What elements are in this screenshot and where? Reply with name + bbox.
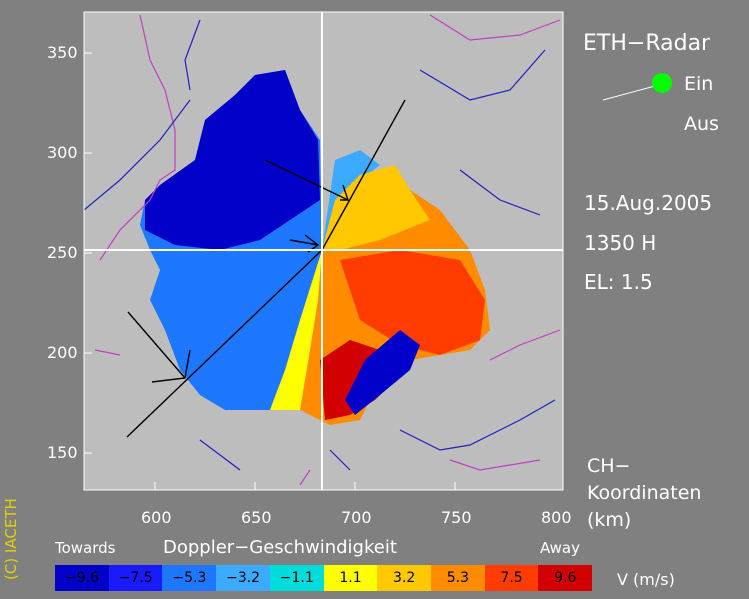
- legend-title: Doppler−Geschwindigkeit: [163, 537, 397, 558]
- toggle-off-label[interactable]: Aus: [684, 113, 719, 135]
- coords-label-line2: Koordinaten: [587, 482, 702, 504]
- copyright-label: (C) IACETH: [2, 498, 20, 580]
- x-tick-label: 800: [541, 508, 572, 527]
- legend-swatch: 7.5: [484, 565, 539, 591]
- legend-towards-label: Towards: [55, 539, 116, 557]
- y-tick-label: 250: [47, 243, 78, 262]
- toggle-on-indicator[interactable]: [652, 73, 672, 93]
- echo-region-yellow-south: [270, 250, 322, 410]
- elevation-label: EL: 1.5: [584, 270, 653, 294]
- river-lines: [84, 19, 556, 471]
- y-tick-label: 350: [47, 43, 78, 62]
- time-label: 1350 H: [584, 231, 657, 255]
- x-tick-label: 700: [341, 508, 372, 527]
- legend-swatch: −3.2: [216, 565, 271, 591]
- echo-region-red: [340, 250, 485, 355]
- y-tick-label: 150: [47, 443, 78, 462]
- legend-swatch: 1.1: [323, 565, 378, 591]
- coords-label-line3: (km): [587, 509, 632, 531]
- echo-region-yellow: [322, 165, 430, 250]
- legend-swatch: −7.5: [108, 565, 163, 591]
- echo-region-navy-spot: [345, 330, 420, 415]
- legend-swatch: −9.6: [55, 565, 109, 591]
- y-tick-label: 300: [47, 143, 78, 162]
- radar-title: ETH−Radar: [583, 31, 711, 56]
- legend-away-label: Away: [540, 539, 580, 557]
- country-border: [94, 14, 561, 486]
- x-tick-label: 750: [441, 508, 472, 527]
- toggle-indicator-line: [602, 85, 656, 101]
- legend-swatch: −1.1: [269, 565, 324, 591]
- x-tick-label: 600: [141, 508, 172, 527]
- coords-label-line1: CH−: [587, 455, 631, 477]
- plot-frame: [83, 11, 564, 491]
- date-label: 15.Aug.2005: [584, 191, 713, 215]
- toggle-on-label[interactable]: Ein: [684, 73, 714, 95]
- legend-unit-label: V (m/s): [617, 570, 675, 589]
- x-tick-label: 650: [241, 508, 272, 527]
- legend-swatch: −5.3: [162, 565, 217, 591]
- legend-swatch: 3.2: [377, 565, 432, 591]
- echo-region-strong-towards: [145, 70, 320, 250]
- axis-ticks: [84, 52, 456, 490]
- legend-swatch: 5.3: [430, 565, 485, 591]
- legend-swatch: 9.6: [538, 565, 593, 591]
- y-tick-label: 200: [47, 343, 78, 362]
